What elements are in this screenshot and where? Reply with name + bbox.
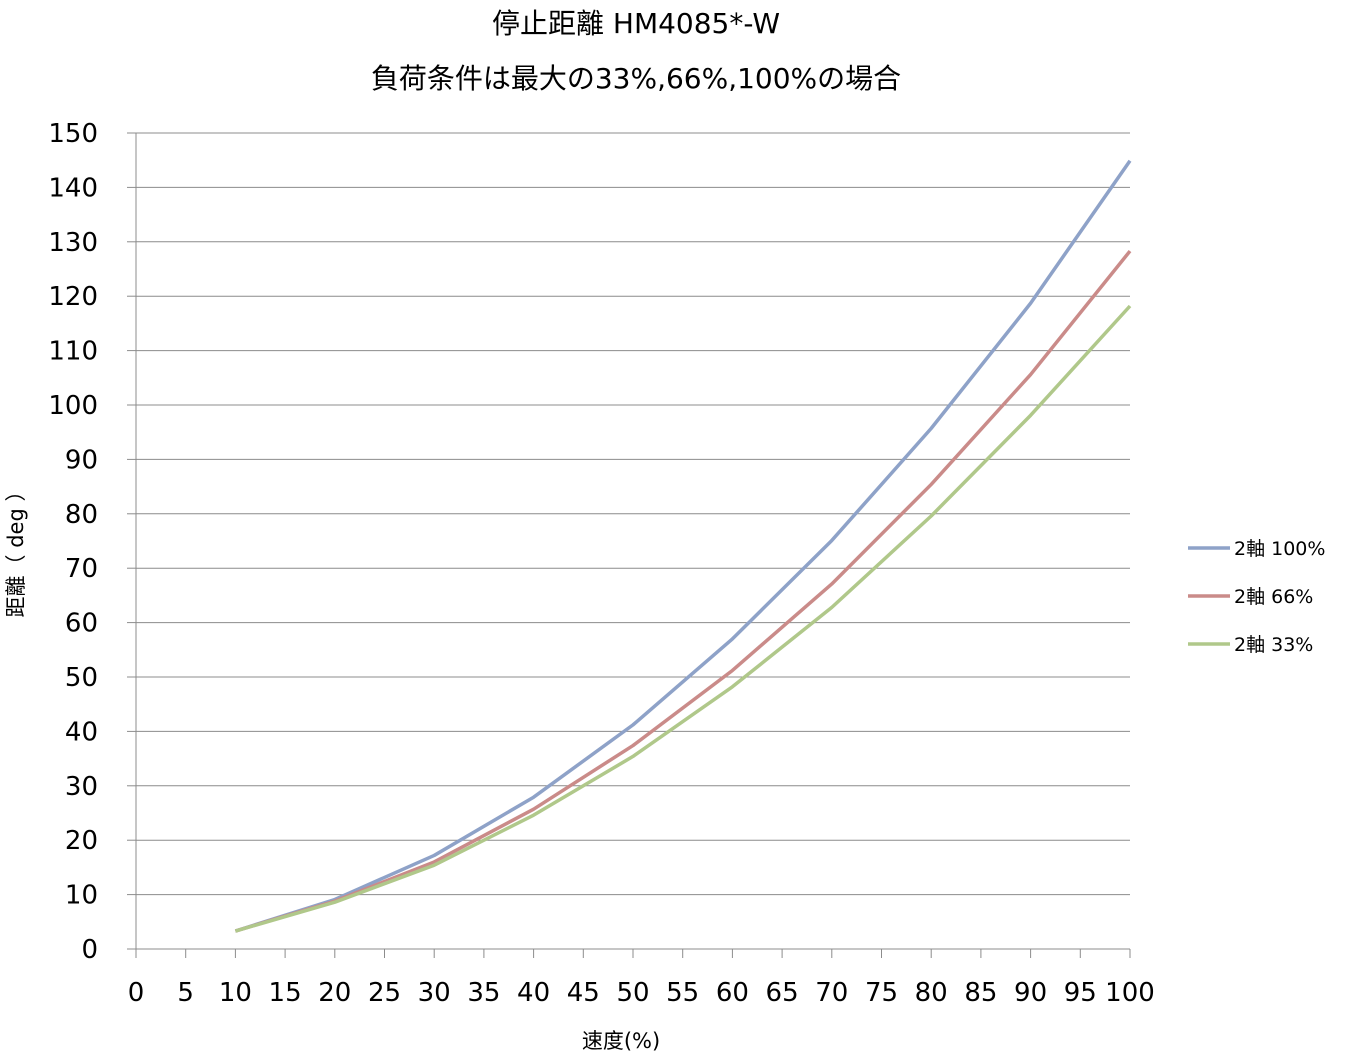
x-tick-label: 75: [865, 978, 898, 1008]
x-tick-label: 100: [1105, 978, 1155, 1008]
x-tick-label: 35: [467, 978, 500, 1008]
x-tick-label: 20: [318, 978, 351, 1008]
x-tick-label: 50: [616, 978, 649, 1008]
legend: 2軸 100% 2軸 66% 2軸 33%: [1188, 538, 1325, 656]
y-tick-label: 10: [65, 881, 98, 911]
y-axis-title: 距離（ deg ）: [4, 481, 28, 618]
x-tick-label: 30: [418, 978, 451, 1008]
series-line-1: [234, 249, 1132, 933]
chart-subtitle: 負荷条件は最大の33%,66%,100%の場合: [370, 62, 902, 95]
y-tick-label: 130: [48, 228, 98, 258]
x-tick-labels: 0 5 10 15 20 25 30 35 40 45 50 55 60 65 70 75 80 85 90 95 10…: [128, 978, 1155, 1008]
y-tick-label: 140: [48, 173, 98, 203]
x-tick-label: 70: [815, 978, 848, 1008]
y-tick-labels: 0 10 20 30 40 50 60 70 80 90 100 110 120 130 140 150: [48, 119, 98, 965]
y-tick-label: 80: [65, 500, 98, 530]
gridlines: [136, 132, 1130, 896]
y-tick-label: 30: [65, 772, 98, 802]
x-tick-label: 55: [666, 978, 699, 1008]
x-tick-label: 5: [177, 978, 194, 1008]
x-tick-label: 85: [964, 978, 997, 1008]
y-tick-label: 50: [65, 663, 98, 693]
legend-item: 2軸 66%: [1188, 586, 1313, 608]
y-tick-label: 60: [65, 609, 98, 639]
legend-label: 2軸 100%: [1234, 538, 1325, 560]
y-tick-label: 0: [81, 935, 98, 965]
y-tick-label: 150: [48, 119, 98, 149]
y-tick-label: 40: [65, 717, 98, 747]
series-line-2: [234, 304, 1132, 933]
x-tick-label: 0: [128, 978, 145, 1008]
legend-label: 2軸 33%: [1234, 634, 1313, 656]
chart-title: 停止距離 HM4085*-W: [491, 7, 781, 40]
x-tick-label: 40: [517, 978, 550, 1008]
x-tick-label: 60: [716, 978, 749, 1008]
x-axis-title: 速度(%): [582, 1029, 660, 1053]
series-lines: [234, 159, 1132, 933]
legend-label: 2軸 66%: [1234, 586, 1313, 608]
y-tick-label: 20: [65, 826, 98, 856]
y-tick-label: 90: [65, 445, 98, 475]
y-tick-label: 100: [48, 391, 98, 421]
x-tick-label: 95: [1064, 978, 1097, 1008]
x-tick-label: 15: [269, 978, 302, 1008]
series-line-0: [234, 159, 1132, 933]
x-tick-label: 65: [766, 978, 799, 1008]
x-tick-label: 90: [1014, 978, 1047, 1008]
x-tick-label: 80: [915, 978, 948, 1008]
x-tick-label: 10: [219, 978, 252, 1008]
y-tick-label: 70: [65, 554, 98, 584]
x-tick-label: 45: [567, 978, 600, 1008]
axes: [127, 132, 1131, 958]
y-tick-label: 110: [48, 337, 98, 367]
y-tick-label: 120: [48, 282, 98, 312]
legend-item: 2軸 33%: [1188, 634, 1313, 656]
legend-item: 2軸 100%: [1188, 538, 1325, 560]
x-tick-label: 25: [368, 978, 401, 1008]
